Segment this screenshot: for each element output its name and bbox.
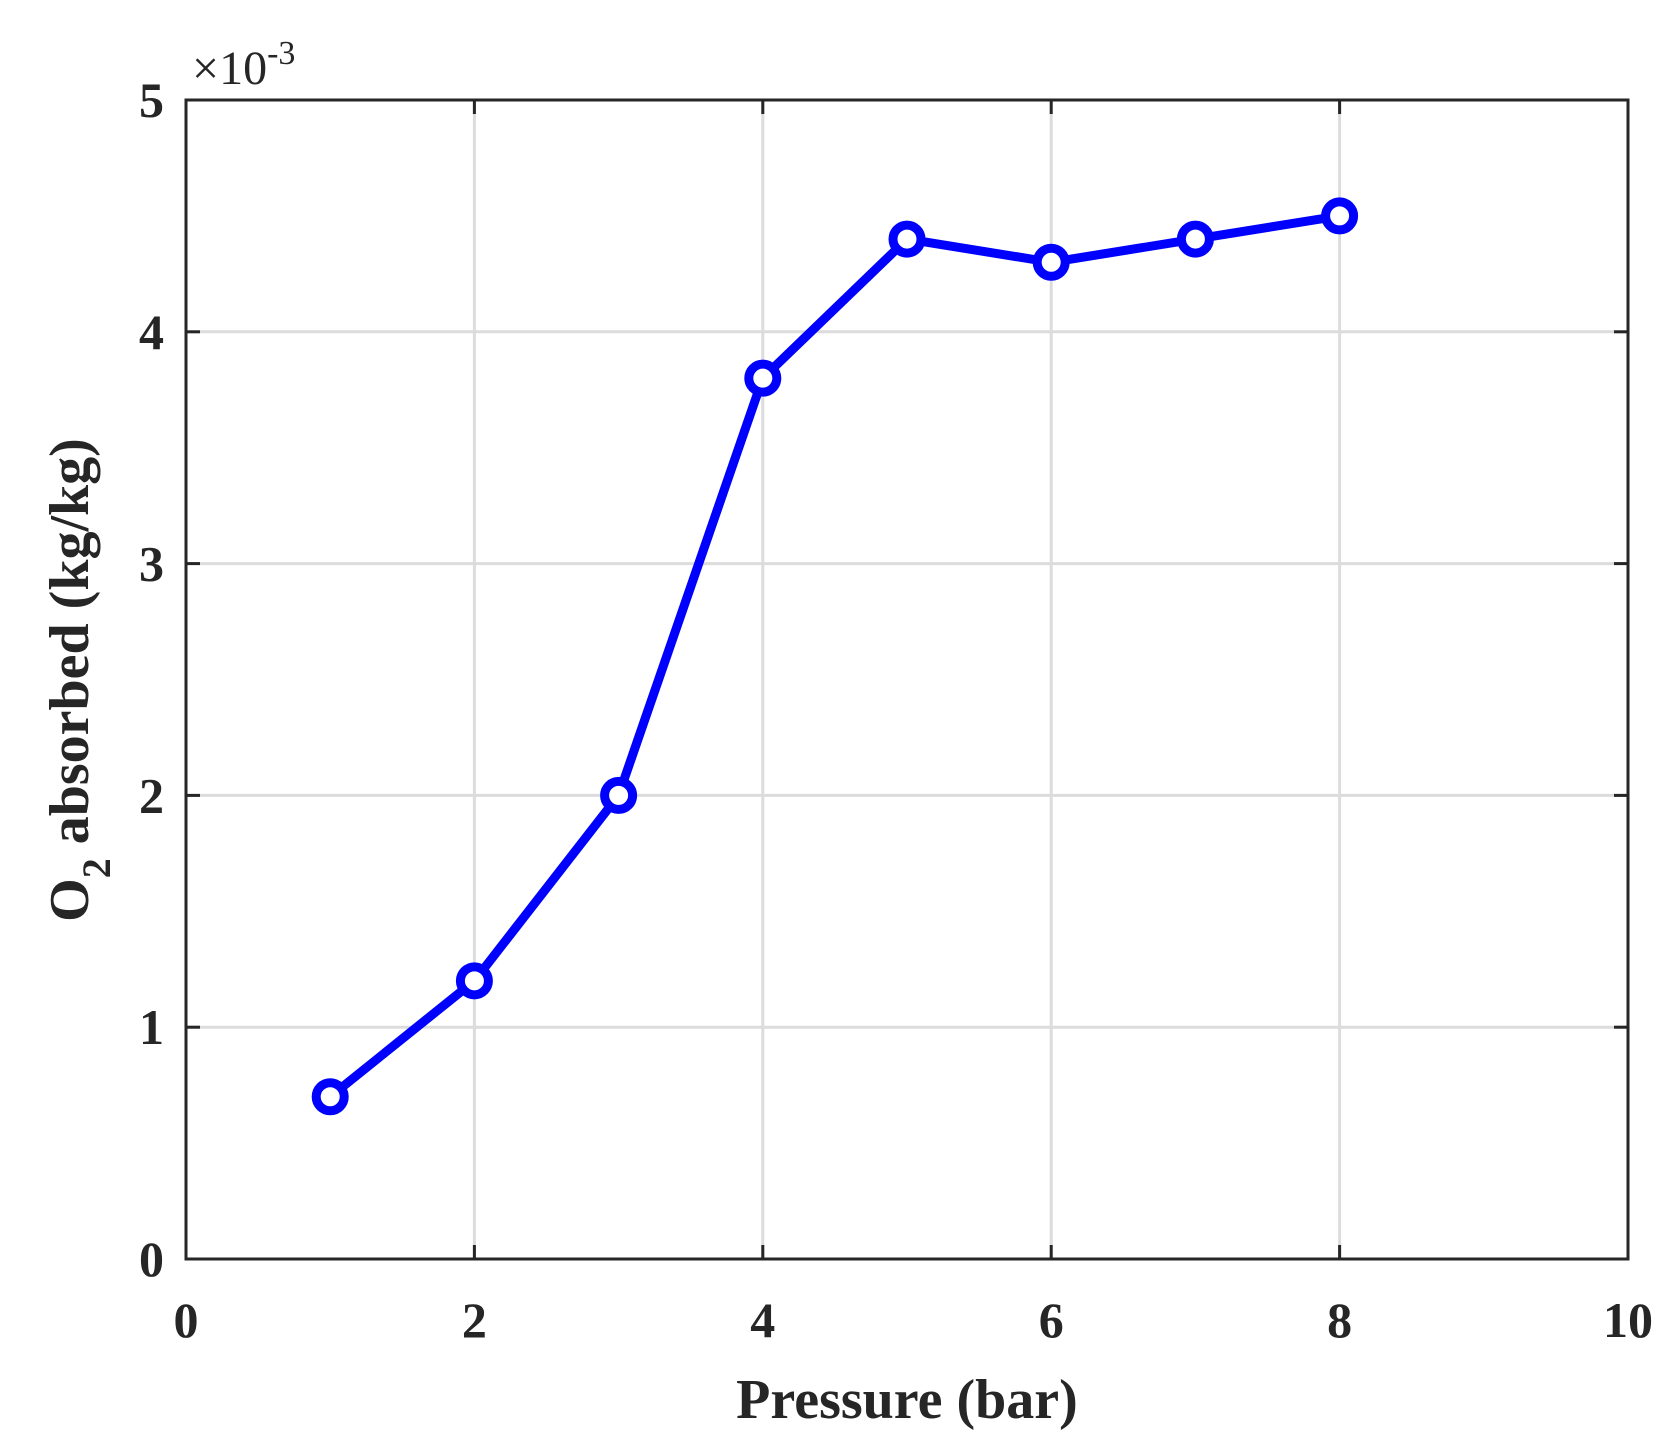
tick-labels: 0 2 4 6 8 10 0 1 2 3 4 5	[139, 72, 1653, 1348]
y-multiplier: ×10-3	[192, 35, 295, 95]
data-point-marker	[600, 776, 638, 814]
x-tick-label: 2	[462, 1292, 487, 1348]
grid	[186, 100, 1628, 1259]
data-point-marker	[311, 1078, 349, 1116]
series-line	[325, 211, 1345, 1102]
y-axis-title: O2 absorbed (kg/kg)	[39, 438, 119, 922]
y-axis-title-main: O	[39, 878, 101, 922]
x-tick-label: 0	[174, 1292, 199, 1348]
x-tick-label: 6	[1039, 1292, 1064, 1348]
y-axis-title-subscript: 2	[74, 858, 119, 878]
y-tick-label: 4	[139, 304, 164, 360]
series-layer	[311, 197, 1359, 1116]
y-multiplier-exponent: -3	[267, 35, 295, 72]
data-point-marker	[1321, 197, 1359, 235]
axes-box	[184, 98, 1630, 1261]
x-tick-label: 8	[1327, 1292, 1352, 1348]
y-multiplier-base: ×10	[192, 42, 267, 95]
x-axis-title: Pressure (bar)	[736, 1369, 1078, 1431]
plot-area	[186, 100, 1628, 1259]
data-point-marker	[744, 359, 782, 397]
data-point-marker	[1032, 243, 1070, 281]
x-tick-label: 10	[1603, 1292, 1653, 1348]
y-axis-title-rest: absorbed (kg/kg)	[39, 438, 101, 858]
y-tick-label: 3	[139, 536, 164, 592]
y-tick-label: 1	[139, 999, 164, 1055]
data-point-marker	[1176, 220, 1214, 258]
ticks	[184, 98, 1630, 1261]
y-tick-label: 0	[139, 1231, 164, 1287]
x-tick-label: 4	[750, 1292, 775, 1348]
data-point-marker	[888, 220, 926, 258]
data-point-marker	[455, 962, 493, 1000]
y-tick-label: 2	[139, 767, 164, 823]
y-tick-label: 5	[139, 72, 164, 128]
